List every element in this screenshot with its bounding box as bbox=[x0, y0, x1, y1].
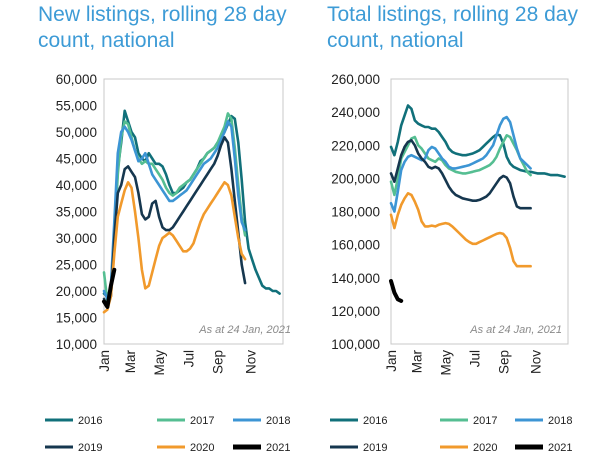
series-line-2019 bbox=[102, 136, 247, 309]
series-line-2016 bbox=[389, 104, 566, 178]
y-tick-label: 20,000 bbox=[56, 284, 97, 299]
legend-label-2021: 2021 bbox=[266, 442, 290, 454]
legend-label-2019: 2019 bbox=[78, 442, 102, 454]
x-tick-label: Sep bbox=[496, 350, 511, 374]
x-tick-label: Jul bbox=[467, 350, 482, 367]
y-tick-label: 60,000 bbox=[56, 72, 97, 87]
x-tick-label: Mar bbox=[410, 349, 425, 373]
x-tick-label: May bbox=[438, 350, 453, 376]
x-tick-label: Nov bbox=[529, 350, 544, 374]
chart-title-new-listings: New listings, rolling 28 day count, nati… bbox=[38, 3, 287, 52]
y-tick-label: 160,000 bbox=[331, 238, 380, 253]
series-line-2017 bbox=[389, 134, 532, 197]
series-line-2021 bbox=[102, 267, 117, 309]
x-tick-label: Nov bbox=[243, 350, 258, 374]
y-tick-label: 40,000 bbox=[56, 178, 97, 193]
series-line-2019 bbox=[389, 139, 532, 210]
series-line-2017 bbox=[102, 112, 247, 303]
legend-label-2018: 2018 bbox=[548, 415, 572, 427]
y-tick-label: 220,000 bbox=[331, 138, 380, 153]
legend-label-2019: 2019 bbox=[363, 442, 387, 454]
legend-label-2016: 2016 bbox=[363, 415, 387, 427]
series-line-2020 bbox=[389, 192, 532, 268]
y-tick-label: 50,000 bbox=[56, 125, 97, 140]
x-tick-label: Jan bbox=[384, 350, 399, 372]
series-line-2018 bbox=[102, 120, 247, 301]
y-tick-label: 15,000 bbox=[56, 311, 97, 326]
y-tick-label: 30,000 bbox=[56, 231, 97, 246]
series-line-2018 bbox=[389, 115, 532, 213]
legend-label-2016: 2016 bbox=[78, 415, 102, 427]
y-tick-label: 200,000 bbox=[331, 171, 380, 186]
y-tick-label: 240,000 bbox=[331, 105, 380, 120]
y-tick-label: 55,000 bbox=[56, 99, 97, 114]
y-tick-label: 10,000 bbox=[56, 337, 97, 352]
y-tick-label: 45,000 bbox=[56, 152, 97, 167]
y-tick-label: 35,000 bbox=[56, 205, 97, 220]
legend-label-2018: 2018 bbox=[266, 415, 290, 427]
chart-title-total-listings: Total listings, rolling 28 day count, na… bbox=[327, 3, 578, 52]
legend-label-2017: 2017 bbox=[190, 415, 214, 427]
series-line-2021 bbox=[389, 279, 404, 303]
legend-label-2017: 2017 bbox=[473, 415, 497, 427]
x-tick-label: Jul bbox=[181, 350, 196, 367]
x-tick-label: Jan bbox=[97, 350, 112, 372]
x-tick-label: Sep bbox=[211, 350, 226, 374]
y-tick-label: 25,000 bbox=[56, 258, 97, 273]
x-tick-label: May bbox=[152, 350, 167, 376]
y-tick-label: 180,000 bbox=[331, 205, 380, 220]
plot-area-frame bbox=[103, 78, 284, 345]
series-line-2020 bbox=[102, 181, 247, 314]
y-tick-label: 140,000 bbox=[331, 271, 380, 286]
x-tick-label: Mar bbox=[123, 349, 138, 373]
y-tick-label: 120,000 bbox=[331, 304, 380, 319]
legend-label-2020: 2020 bbox=[190, 442, 214, 454]
legend-label-2020: 2020 bbox=[473, 442, 497, 454]
plot-area-frame bbox=[390, 78, 569, 345]
y-tick-label: 100,000 bbox=[331, 337, 380, 352]
as-at-annotation: As at 24 Jan, 2021 bbox=[469, 324, 562, 336]
as-at-annotation: As at 24 Jan, 2021 bbox=[198, 324, 291, 336]
legend-label-2021: 2021 bbox=[548, 442, 572, 454]
y-tick-label: 260,000 bbox=[331, 72, 380, 87]
